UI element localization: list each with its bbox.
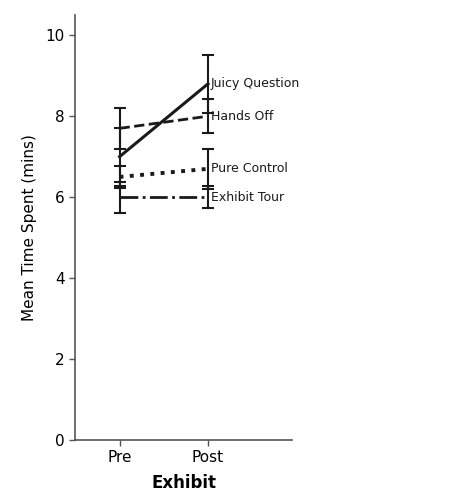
Y-axis label: Mean Time Spent (mins): Mean Time Spent (mins) xyxy=(22,134,37,321)
Text: Juicy Question: Juicy Question xyxy=(211,78,300,90)
Text: Exhibit Tour: Exhibit Tour xyxy=(211,190,284,203)
Text: Pure Control: Pure Control xyxy=(211,162,287,175)
X-axis label: Exhibit: Exhibit xyxy=(151,474,216,492)
Text: Hands Off: Hands Off xyxy=(211,110,273,122)
